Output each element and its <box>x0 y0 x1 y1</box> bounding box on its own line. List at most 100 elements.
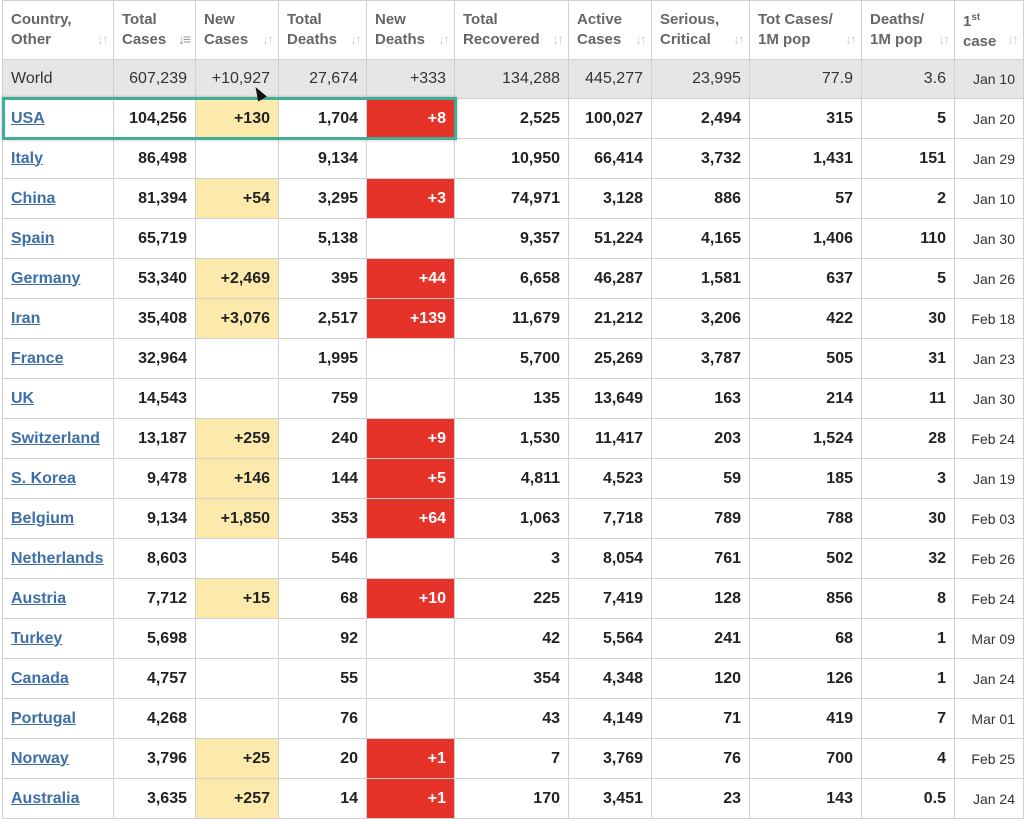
cell-total-deaths: 92 <box>278 618 367 659</box>
cell-first-case: Jan 24 <box>954 778 1024 819</box>
sort-icon[interactable]: ↓↑ <box>845 31 857 47</box>
sort-desc-icon[interactable]: ↓≡ <box>177 31 191 47</box>
sort-icon[interactable]: ↓↑ <box>1007 31 1019 47</box>
cell-country: Norway <box>2 738 114 779</box>
cell-active-cases: 7,419 <box>568 578 652 619</box>
cell-total-recovered: 43 <box>454 698 569 739</box>
header-new-cases[interactable]: New Cases ↓↑ <box>195 0 279 60</box>
cell-active-cases: 4,523 <box>568 458 652 499</box>
cell-first-case: Jan 23 <box>954 338 1024 379</box>
cell-total-deaths: 3,295 <box>278 178 367 219</box>
sort-icon[interactable]: ↓↑ <box>635 31 647 47</box>
cell-active-cases: 445,277 <box>568 59 652 99</box>
country-link[interactable]: Spain <box>11 229 55 247</box>
cell-new-cases: +25 <box>195 738 279 779</box>
header-serious-critical[interactable]: Serious, Critical ↓↑ <box>651 0 750 60</box>
cell-new-cases: +257 <box>195 778 279 819</box>
cell-total-deaths: 353 <box>278 498 367 539</box>
cell-total-recovered: 4,811 <box>454 458 569 499</box>
header-label-line1: New <box>375 11 406 28</box>
cell-country: Canada <box>2 658 114 699</box>
cell-deaths-per-1m: 31 <box>861 338 955 379</box>
cell-active-cases: 3,451 <box>568 778 652 819</box>
country-link[interactable]: France <box>11 349 64 367</box>
header-label-line2: Cases <box>577 31 622 48</box>
cell-new-deaths: +1 <box>366 778 455 819</box>
cell-deaths-per-1m: 30 <box>861 498 955 539</box>
country-link[interactable]: Germany <box>11 269 81 287</box>
table-row: Belgium 9,134 +1,850 353 +64 1,063 7,718 789 788… <box>2 498 1024 539</box>
cell-total-cases: 5,698 <box>113 618 196 659</box>
header-total-recovered[interactable]: Total Recovered ↓↑ <box>454 0 569 60</box>
sort-icon[interactable]: ↓↑ <box>733 31 745 47</box>
cell-new-cases <box>195 218 279 259</box>
header-first-case[interactable]: 1st case ↓↑ <box>954 0 1024 60</box>
cell-first-case: Jan 19 <box>954 458 1024 499</box>
country-link[interactable]: Canada <box>11 669 69 687</box>
table-row: Germany 53,340 +2,469 395 +44 6,658 46,287 1,58… <box>2 258 1024 299</box>
cell-country: Australia <box>2 778 114 819</box>
cell-new-cases <box>195 338 279 379</box>
cell-tot-cases-per-1m: 700 <box>749 738 862 779</box>
header-total-deaths[interactable]: Total Deaths ↓↑ <box>278 0 367 60</box>
country-link[interactable]: USA <box>11 109 45 127</box>
cell-serious-critical: 203 <box>651 418 750 459</box>
cell-new-cases: +3,076 <box>195 298 279 339</box>
cell-total-deaths: 240 <box>278 418 367 459</box>
cell-total-recovered: 134,288 <box>454 59 569 99</box>
cell-total-cases: 13,187 <box>113 418 196 459</box>
country-link[interactable]: Turkey <box>11 629 63 647</box>
country-link[interactable]: Belgium <box>11 509 75 527</box>
country-link[interactable]: Italy <box>11 149 44 167</box>
sort-icon[interactable]: ↓↑ <box>938 31 950 47</box>
country-link[interactable]: Australia <box>11 789 80 807</box>
header-country[interactable]: Country, Other ↓↑ <box>2 0 114 60</box>
cell-total-deaths: 5,138 <box>278 218 367 259</box>
header-label-line2: Critical <box>660 31 711 48</box>
sort-icon[interactable]: ↓↑ <box>438 31 450 47</box>
header-deaths-per-1m[interactable]: Deaths/1M pop ↓↑ <box>861 0 955 60</box>
cell-deaths-per-1m: 8 <box>861 578 955 619</box>
header-total-cases[interactable]: Total Cases ↓≡ <box>113 0 196 60</box>
country-link[interactable]: S. Korea <box>11 469 76 487</box>
cell-total-deaths: 546 <box>278 538 367 579</box>
sort-icon[interactable]: ↓↑ <box>552 31 564 47</box>
sort-icon[interactable]: ↓↑ <box>97 31 109 47</box>
cell-active-cases: 4,348 <box>568 658 652 699</box>
cell-new-deaths: +44 <box>366 258 455 299</box>
cell-tot-cases-per-1m: 57 <box>749 178 862 219</box>
cell-country: China <box>2 178 114 219</box>
country-link[interactable]: UK <box>11 389 35 407</box>
header-new-deaths[interactable]: New Deaths ↓↑ <box>366 0 455 60</box>
cell-active-cases: 11,417 <box>568 418 652 459</box>
header-active-cases[interactable]: Active Cases ↓↑ <box>568 0 652 60</box>
cell-new-deaths <box>366 138 455 179</box>
header-label-line1: Total <box>287 11 322 28</box>
country-link[interactable]: Iran <box>11 309 41 327</box>
country-link[interactable]: Portugal <box>11 709 76 727</box>
cell-new-deaths <box>366 378 455 419</box>
header-tot-cases-per-1m[interactable]: Tot Cases/1M pop ↓↑ <box>749 0 862 60</box>
cell-deaths-per-1m: 3 <box>861 458 955 499</box>
cell-country: USA <box>2 98 114 139</box>
sort-icon[interactable]: ↓↑ <box>350 31 362 47</box>
cell-active-cases: 21,212 <box>568 298 652 339</box>
cell-total-recovered: 42 <box>454 618 569 659</box>
header-label-line2: Other <box>11 31 52 48</box>
cell-new-deaths: +1 <box>366 738 455 779</box>
country-link[interactable]: Austria <box>11 589 67 607</box>
country-link[interactable]: Netherlands <box>11 549 104 567</box>
cell-country: Germany <box>2 258 114 299</box>
cell-total-recovered: 135 <box>454 378 569 419</box>
cell-total-deaths: 1,995 <box>278 338 367 379</box>
sort-icon[interactable]: ↓↑ <box>262 31 274 47</box>
cell-country: France <box>2 338 114 379</box>
cell-serious-critical: 23 <box>651 778 750 819</box>
country-link[interactable]: Switzerland <box>11 429 100 447</box>
cell-serious-critical: 120 <box>651 658 750 699</box>
country-link[interactable]: Norway <box>11 749 69 767</box>
cell-tot-cases-per-1m: 1,524 <box>749 418 862 459</box>
cell-deaths-per-1m: 1 <box>861 618 955 659</box>
country-link[interactable]: China <box>11 189 56 207</box>
